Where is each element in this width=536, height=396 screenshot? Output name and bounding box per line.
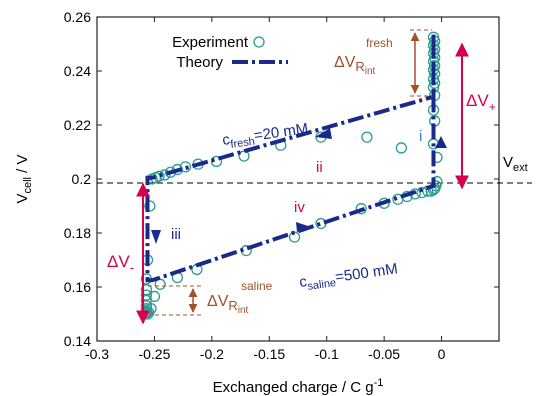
rint-fresh-sub: R (355, 59, 364, 74)
rint-saline-main: ΔV (207, 293, 229, 310)
x-tick-label: -0.3 (85, 346, 109, 362)
experiment-point (171, 163, 184, 176)
rint-saline-sub: R (228, 298, 237, 313)
x-axis-label: Exchanged charge / C g-1 (213, 377, 384, 396)
delta-v-minus-sub: - (130, 260, 134, 275)
c-saline-value: =500 mM (334, 260, 399, 286)
theory-series-line (145, 34, 436, 283)
x-tick-label: -0.2 (200, 346, 224, 362)
experiment-point (179, 161, 192, 173)
rint-saline-subsub: int (238, 305, 249, 316)
c-saline-sub: saline (307, 277, 337, 293)
rint-fresh-subsub: int (365, 66, 376, 77)
x-tick-label: 0 (438, 346, 446, 362)
experiment-point (238, 150, 250, 162)
legend: Experiment Theory (172, 34, 288, 71)
x-tick-label: -0.25 (138, 346, 170, 362)
y-tick-label: 0.16 (64, 279, 91, 295)
rint-saline-label: ΔVRint (207, 293, 249, 316)
arrow-right-segment-iv (296, 222, 311, 232)
arrow-left-segment-fresh (315, 128, 332, 139)
x-tick-label: -0.05 (368, 346, 400, 362)
x-tick-label: -0.15 (253, 346, 285, 362)
arrow-up-segment-i (435, 136, 447, 148)
legend-theory-label: Theory (176, 54, 223, 71)
y-tick-label: 0.24 (64, 63, 91, 79)
y-tick-label: 0.22 (64, 117, 91, 133)
x-axis-label-text: Exchanged charge / C g (213, 379, 374, 396)
x-axis-ticks: -0.3 -0.25 -0.2 -0.15 -0.1 -0.05 0 (85, 17, 446, 362)
delta-v-plus-sub: + (489, 100, 496, 114)
rint-fresh-label: ΔVRint (334, 54, 376, 77)
y-axis-label-sub: cell (22, 177, 34, 194)
c-fresh-sub: fresh (230, 136, 256, 151)
rint-saline-superscript: saline (241, 279, 273, 293)
y-tick-label: 0.26 (64, 9, 91, 25)
segment-iii-label: iii (171, 226, 181, 243)
c-fresh-main: c (221, 131, 231, 149)
experiment-point (210, 155, 223, 168)
c-saline-main: c (298, 273, 308, 291)
v-ext-label-sub: ext (513, 162, 528, 174)
c-fresh-value: =20 mM (253, 120, 309, 144)
x-axis-label-sup: -1 (374, 377, 384, 389)
y-tick-label: 0.14 (64, 333, 91, 349)
experiment-point (395, 142, 408, 154)
experiment-point (361, 131, 373, 143)
delta-v-plus-label: ΔV+ (466, 91, 496, 114)
segment-i-label: i (419, 128, 422, 145)
c-saline-label: csaline=500 mM (298, 260, 399, 294)
segment-ii-label: ii (316, 159, 323, 176)
experiment-point (288, 231, 301, 243)
y-axis-label: Vcell / V (14, 154, 34, 203)
delta-v-minus-label: ΔV- (107, 252, 134, 275)
y-tick-label: 0.18 (64, 225, 91, 241)
arrow-down-segment-iii (151, 230, 161, 244)
y-tick-label: 0.2 (72, 171, 92, 187)
legend-experiment-marker (253, 36, 265, 48)
y-axis-label-text: V (14, 194, 31, 204)
y-axis-label-unit: / V (14, 154, 31, 177)
segment-iv-label: iv (294, 199, 305, 216)
v-ext-label-main: V (503, 154, 513, 171)
delta-v-plus-main: ΔV (466, 91, 489, 110)
rint-fresh-superscript: fresh (366, 36, 393, 50)
experiment-point (355, 203, 367, 215)
x-tick-label: -0.1 (315, 346, 339, 362)
v-ext-label: Vext (503, 154, 528, 174)
y-axis-ticks: 0.14 0.16 0.18 0.2 0.22 0.24 0.26 (64, 9, 499, 349)
legend-experiment-label: Experiment (172, 34, 249, 51)
rint-fresh-main: ΔV (334, 54, 356, 71)
delta-v-minus-main: ΔV (107, 252, 130, 271)
